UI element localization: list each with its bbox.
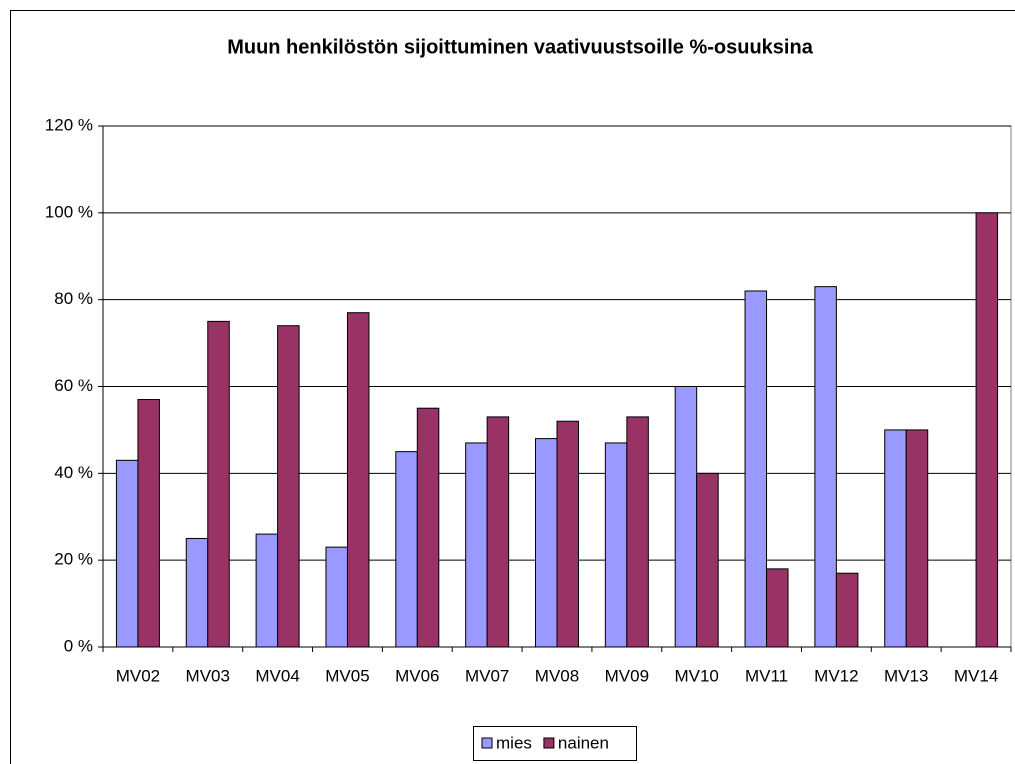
bar [604,442,628,648]
bar [835,572,859,648]
bar [486,416,510,648]
bar [255,533,279,648]
bar [535,438,558,648]
x-tick-label: MV13 [884,666,928,685]
legend-label: nainen [558,733,609,752]
legend-label: mies [496,733,532,752]
x-tick-label: MV02 [116,666,160,685]
bar [556,420,579,648]
bar [814,286,837,648]
x-tick-label: MV05 [325,666,369,685]
bar [277,325,300,648]
x-tick-label: MV09 [605,666,649,685]
x-tick-label: MV03 [186,666,230,685]
x-tick-label: MV10 [674,666,718,685]
bar [626,416,649,648]
bar [207,320,230,648]
x-tick-label: MV12 [814,666,858,685]
bar [744,290,768,648]
y-tick-label: 100 % [45,202,93,221]
x-tick-label: MV06 [395,666,439,685]
chart-title: Muun henkilöstön sijoittuminen vaativuus… [227,36,814,58]
bar [766,568,789,648]
bar [674,386,698,648]
y-tick-label: 0 % [64,636,93,655]
x-tick-label: MV14 [954,666,998,685]
bar [395,451,418,648]
y-tick-label: 80 % [54,289,93,308]
bar [905,429,929,648]
bar [325,546,348,648]
bar [465,442,488,648]
y-tick-label: 120 % [45,115,93,134]
bar [416,407,440,648]
y-tick-label: 60 % [54,376,93,395]
legend-box [473,726,637,761]
x-tick-label: MV04 [255,666,299,685]
y-tick-label: 40 % [54,463,93,482]
bar [346,312,370,648]
x-tick-label: MV07 [465,666,509,685]
bar [975,212,999,648]
legend-swatch [543,737,555,749]
bar [185,537,209,648]
x-tick-label: MV11 [745,666,788,685]
x-tick-label: MV08 [535,666,579,685]
bar [137,399,160,648]
bar [884,429,907,648]
bar [696,472,719,648]
bar [115,459,139,648]
y-tick-label: 20 % [54,550,93,569]
legend-swatch [481,737,493,749]
